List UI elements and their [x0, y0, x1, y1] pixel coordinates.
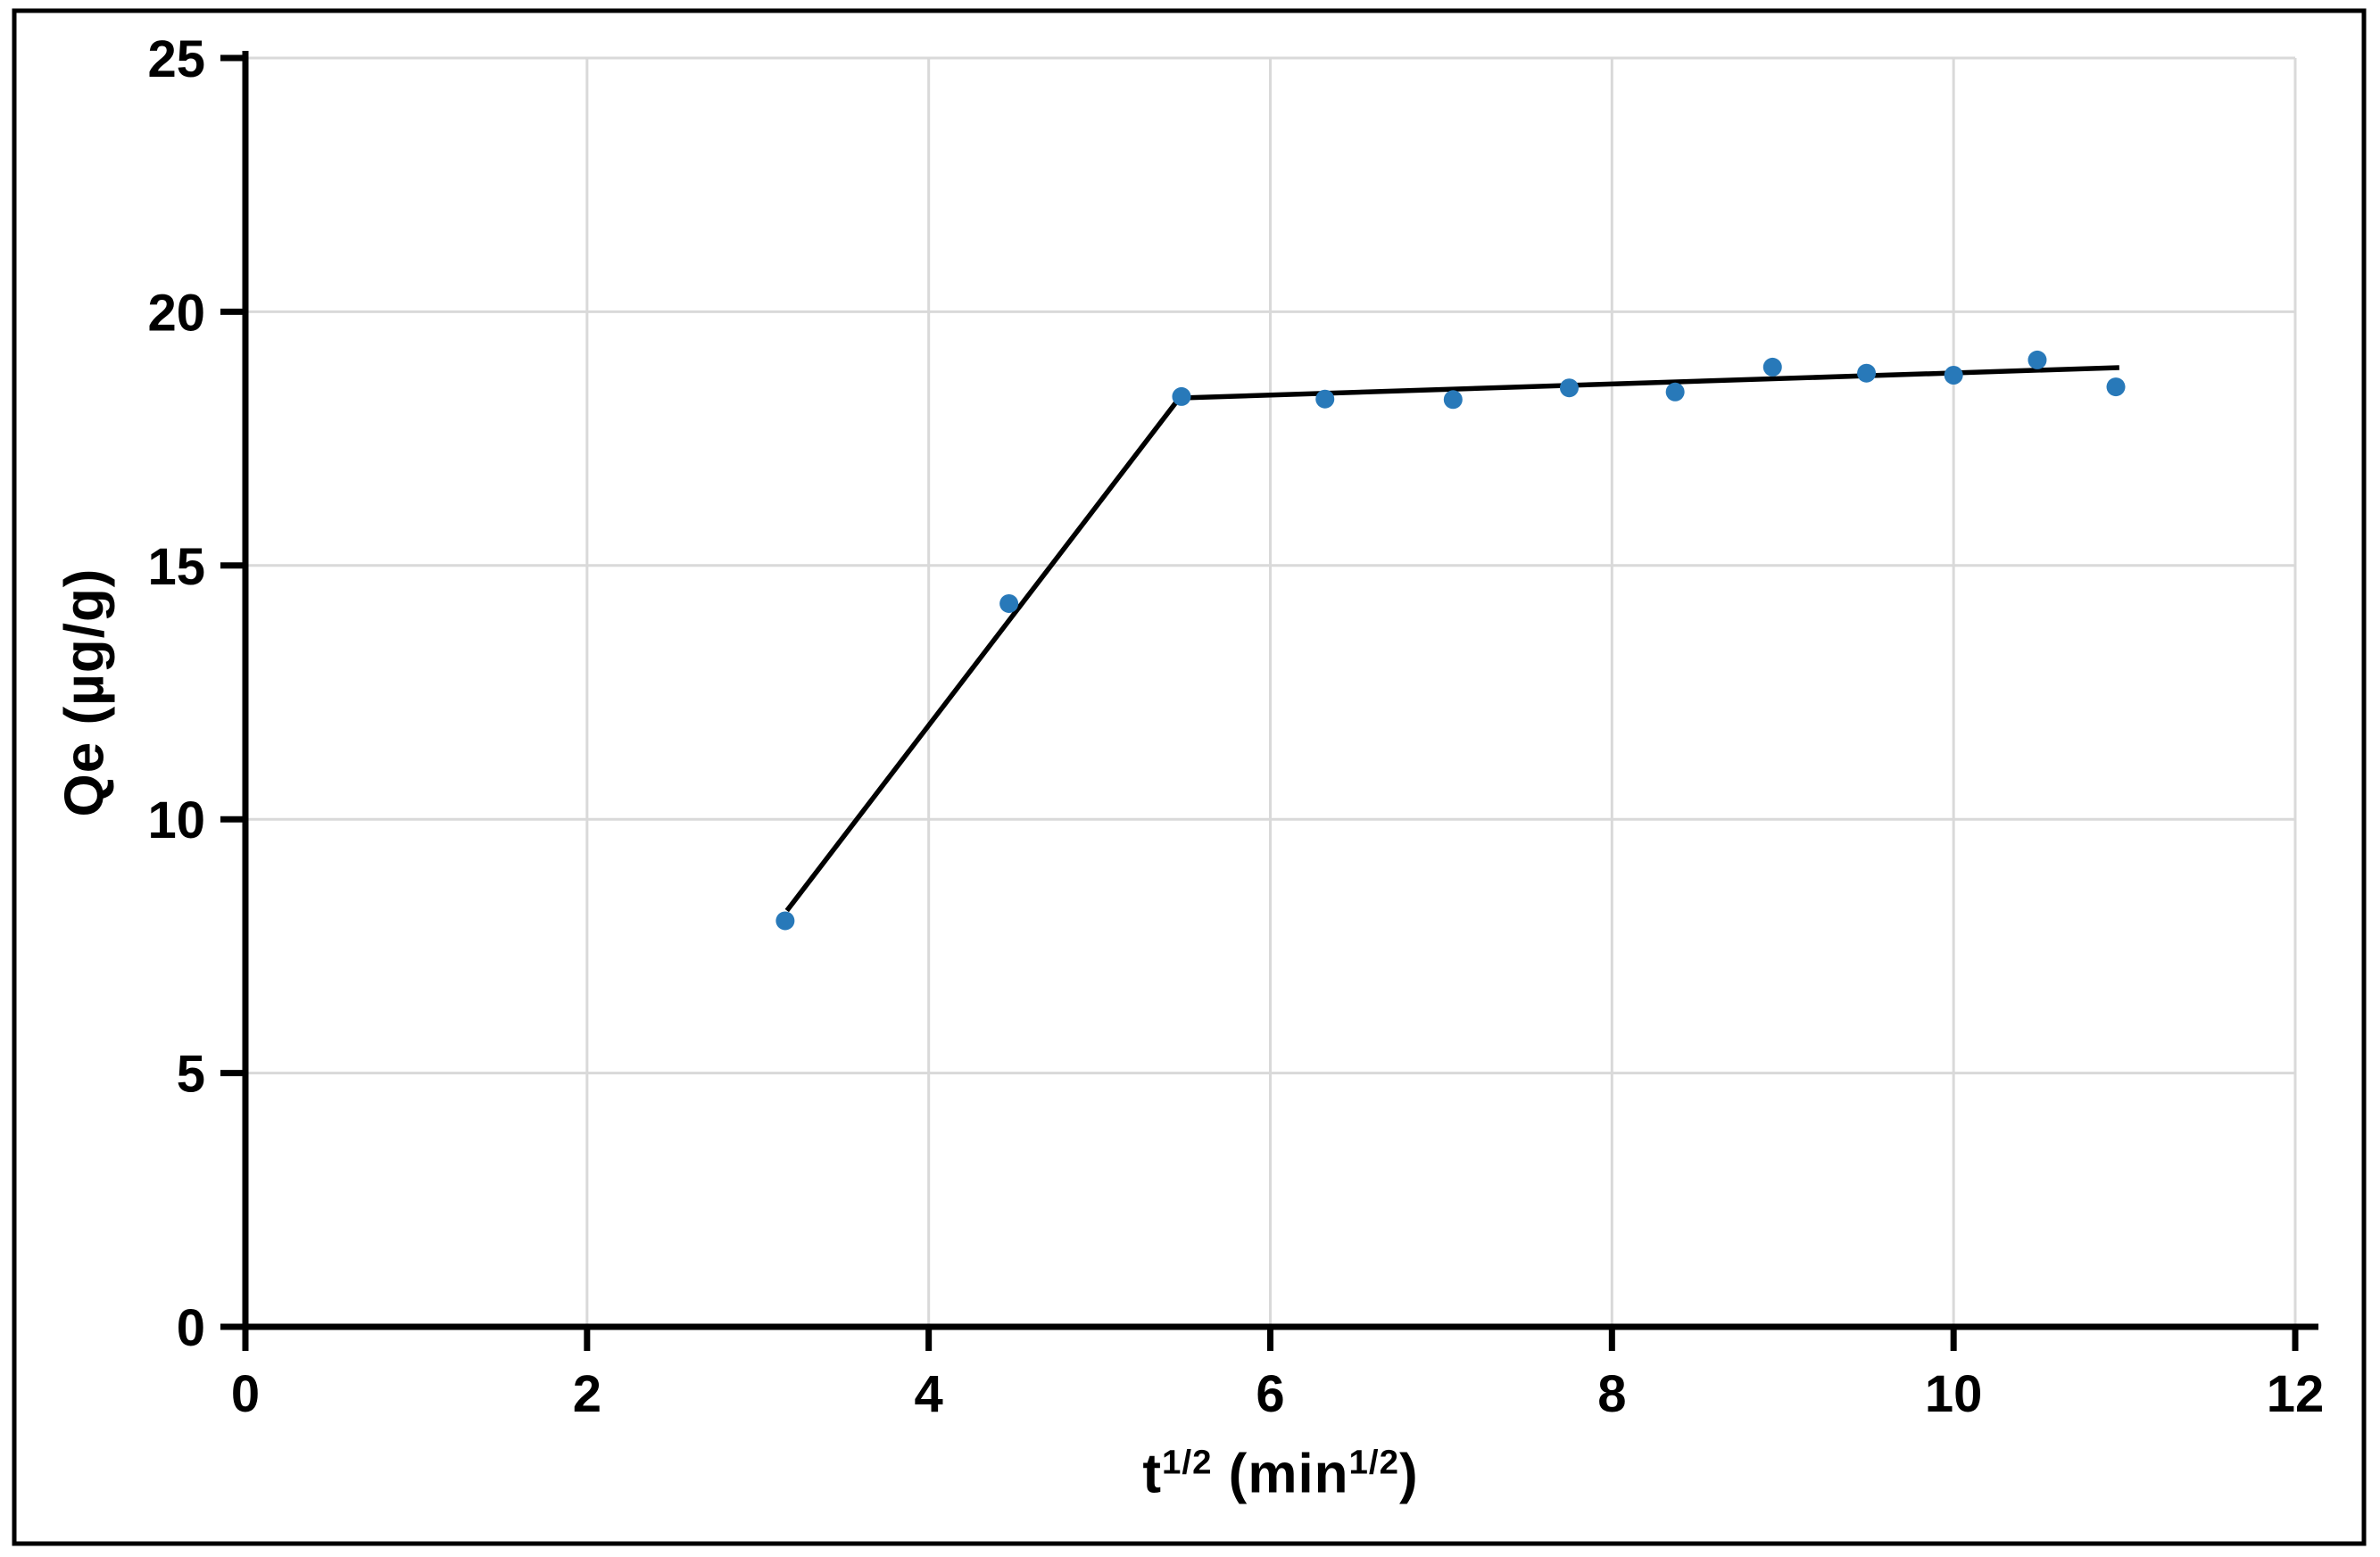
data-point — [1762, 357, 1782, 377]
x-tick-label: 8 — [1597, 1365, 1626, 1423]
x-tick-label: 4 — [915, 1365, 943, 1423]
x-axis-title-sup2: 1/2 — [1348, 1443, 1399, 1482]
data-point — [1172, 386, 1191, 406]
data-point — [1944, 366, 1963, 385]
data-point — [1443, 390, 1463, 410]
y-tick-label: 5 — [177, 1046, 205, 1104]
x-tick-label: 10 — [1925, 1365, 1983, 1423]
y-tick-label: 20 — [147, 284, 205, 342]
x-axis-title-base: t — [1142, 1443, 1163, 1505]
y-tick-label: 10 — [147, 791, 205, 849]
x-axis-title-mid: (min — [1212, 1443, 1349, 1505]
y-tick-label: 15 — [147, 538, 205, 596]
data-point — [999, 593, 1019, 613]
figure-border — [12, 8, 2367, 1546]
x-axis-title-sup: 1/2 — [1162, 1443, 1213, 1482]
data-point — [2028, 350, 2047, 369]
x-tick-label: 2 — [573, 1365, 601, 1423]
y-axis-title-text: Qe (µg/g) — [54, 567, 116, 817]
data-point — [1559, 378, 1579, 398]
y-axis-title: Qe (µg/g) — [54, 568, 117, 817]
x-axis-title-end: ) — [1398, 1443, 1419, 1505]
data-point — [775, 911, 795, 931]
data-point — [1665, 382, 1685, 402]
data-point — [2106, 377, 2126, 397]
trendline-segment — [784, 391, 1186, 913]
data-point — [1315, 389, 1335, 409]
x-tick-label: 0 — [231, 1365, 260, 1423]
x-tick-label: 12 — [2267, 1365, 2325, 1423]
x-tick-label: 6 — [1256, 1365, 1284, 1423]
y-tick-label: 25 — [147, 30, 205, 88]
y-tick-label: 0 — [177, 1299, 205, 1357]
data-point — [1857, 363, 1877, 383]
x-axis-title: t1/2 (min1/2) — [1142, 1443, 1418, 1506]
